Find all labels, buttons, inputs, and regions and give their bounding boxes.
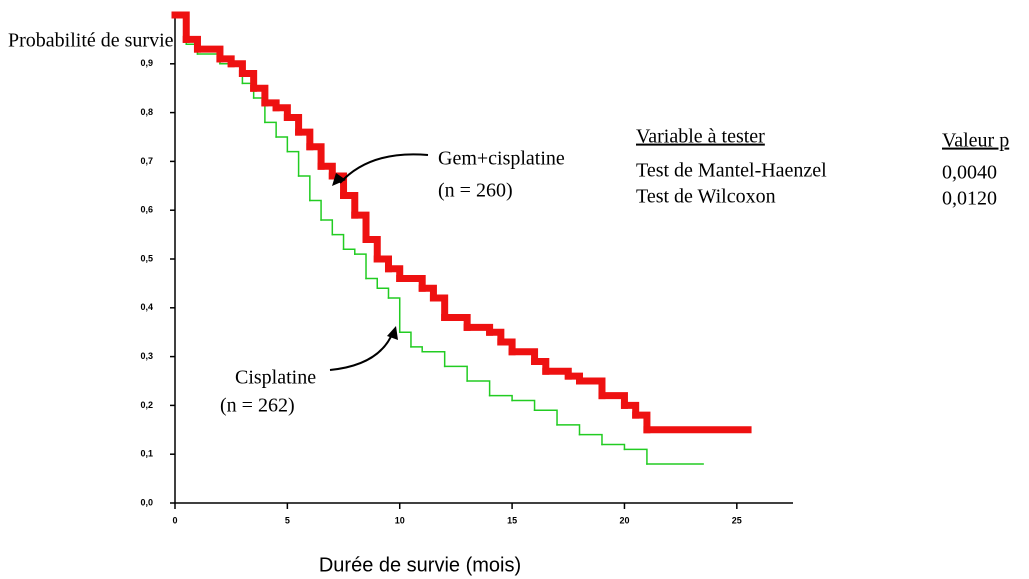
y-axis-label: Probabilité de survie — [8, 30, 174, 52]
x-tick-label: 20 — [619, 515, 629, 525]
survival-step — [320, 219, 334, 236]
x-axis-label: Durée de survie (mois) — [319, 554, 521, 576]
survival-step — [488, 394, 513, 402]
y-tick-label: 0,3 — [140, 351, 153, 361]
survival-step — [578, 433, 603, 446]
table-cell: Test de Mantel-Haenzel — [636, 160, 827, 182]
survival-step — [295, 128, 314, 151]
survival-step — [306, 143, 325, 170]
survival-step — [354, 253, 367, 280]
table-cell: Test de Wilcoxon — [636, 186, 776, 208]
survival-step — [376, 287, 390, 299]
arrow — [339, 153, 429, 184]
y-tick-label: 0,1 — [140, 449, 153, 459]
series-label: Gem+cisplatine — [438, 148, 565, 170]
x-tick-label: 15 — [507, 515, 517, 525]
survival-step — [632, 411, 651, 434]
plot-area: 0,0 0,1 0,2 0,3 0,4 0,5 0,6 0,7 0,8 0,9 0 5 10 15 20 25 — [140, 11, 793, 525]
y-tick-label: 0,0 — [140, 497, 153, 507]
survival-step — [398, 331, 412, 348]
survival-step — [511, 399, 536, 412]
arrow — [329, 331, 394, 371]
survival-step — [342, 248, 356, 255]
table-header: Valeur p — [942, 130, 1009, 152]
survival-step — [250, 84, 269, 107]
survival-step — [340, 192, 359, 219]
y-tick-label: 0,8 — [140, 107, 153, 117]
survival-step — [466, 380, 491, 397]
table-cell: 0,0040 — [942, 162, 997, 184]
series-label: Cisplatine — [235, 367, 316, 389]
survival-step — [365, 277, 379, 290]
y-tick-label: 0,2 — [140, 400, 153, 410]
y-tick-label: 0,9 — [140, 58, 153, 68]
survival-step — [351, 211, 370, 243]
survival-step — [421, 350, 446, 368]
survival-step — [238, 70, 258, 92]
survival-step — [286, 150, 300, 177]
survival-step — [362, 235, 381, 263]
survival-step — [429, 294, 449, 322]
arrowhead — [387, 326, 398, 340]
survival-step — [387, 297, 401, 333]
x-tick-label: 5 — [285, 515, 290, 525]
y-tick-label: 0,4 — [140, 302, 153, 312]
survival-step — [275, 136, 289, 153]
x-tick-label: 25 — [732, 515, 742, 525]
survival-step — [556, 424, 581, 436]
survival-step — [576, 377, 606, 400]
series-n: (n = 260) — [438, 180, 513, 202]
survival-step — [331, 233, 345, 250]
x-tick-label: 10 — [395, 515, 405, 525]
stats-table: Variable à tester Valeur p Test de Mante… — [636, 126, 1009, 210]
y-tick-label: 0,6 — [140, 205, 153, 215]
survival-step — [623, 448, 648, 465]
survival-step — [264, 121, 277, 138]
survival-step — [297, 175, 311, 202]
table-cell: 0,0120 — [942, 188, 997, 210]
survival-step — [171, 11, 190, 43]
y-tick-label: 0,7 — [140, 156, 153, 166]
arrowhead — [332, 173, 346, 186]
y-tick-label: 0,5 — [140, 253, 153, 263]
survival-step — [410, 346, 423, 353]
x-tick-label: 0 — [172, 515, 177, 525]
table-header: Variable à tester — [636, 126, 765, 148]
survival-step — [601, 443, 626, 451]
series-n: (n = 262) — [220, 395, 295, 417]
survival-step — [309, 199, 322, 221]
survival-step — [443, 365, 468, 382]
survival-step — [283, 113, 303, 136]
survival-step — [533, 409, 558, 426]
